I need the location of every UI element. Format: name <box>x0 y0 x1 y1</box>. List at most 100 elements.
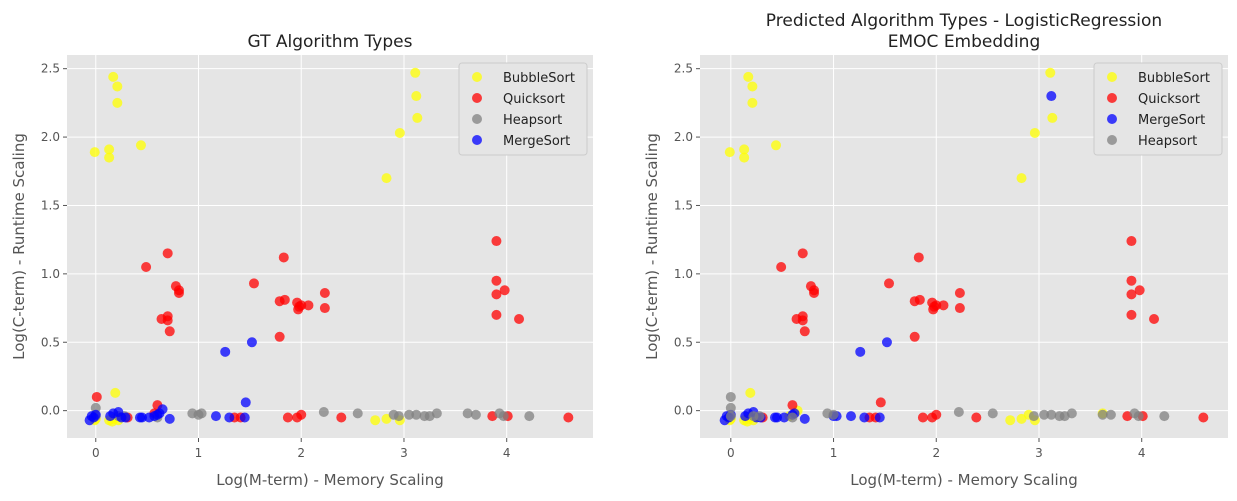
data-point <box>410 67 421 78</box>
chart-title: Predicted Algorithm Types - LogisticRegr… <box>766 11 1162 31</box>
data-point <box>318 407 329 418</box>
data-point <box>799 413 810 424</box>
data-point <box>1046 91 1057 102</box>
data-point <box>112 81 123 92</box>
data-point <box>725 391 736 402</box>
data-point <box>278 252 289 263</box>
data-point <box>725 411 736 422</box>
data-point <box>431 408 442 419</box>
y-tick-label: 2.0 <box>41 130 60 144</box>
data-point <box>381 173 392 184</box>
data-point <box>1097 409 1108 420</box>
data-point <box>196 408 207 419</box>
data-point <box>104 152 115 163</box>
data-point <box>799 326 810 337</box>
data-point <box>91 391 102 402</box>
data-point <box>112 97 123 108</box>
data-point <box>1047 112 1058 123</box>
data-point <box>394 127 405 138</box>
data-point <box>938 300 949 311</box>
data-point <box>914 294 925 305</box>
data-point <box>164 326 175 337</box>
data-point <box>296 300 307 311</box>
data-point <box>875 397 886 408</box>
data-point <box>135 140 146 151</box>
data-point <box>747 81 758 92</box>
series-quicksort <box>757 236 1209 423</box>
x-tick-label: 2 <box>932 446 940 460</box>
data-point <box>1045 67 1056 78</box>
data-point <box>779 412 790 423</box>
legend-marker <box>1107 135 1117 145</box>
y-tick-label: 0.5 <box>674 335 693 349</box>
legend-box <box>1093 62 1223 156</box>
x-tick-label: 1 <box>830 446 838 460</box>
data-point <box>157 404 168 415</box>
data-point <box>110 387 121 398</box>
data-point <box>909 331 920 342</box>
data-point <box>240 397 251 408</box>
data-point <box>855 346 866 357</box>
legend: BubbleSort Quicksort Heapsort MergeSort <box>458 62 588 156</box>
data-point <box>787 412 798 423</box>
data-point <box>162 315 173 326</box>
data-point <box>404 409 415 420</box>
data-point <box>173 288 184 299</box>
data-point <box>499 285 510 296</box>
series-heapsort <box>725 391 1170 423</box>
legend-label: Quicksort <box>1138 92 1200 107</box>
data-point <box>224 412 235 423</box>
data-point <box>90 409 101 420</box>
y-tick-label: 1.5 <box>41 198 60 212</box>
data-point <box>491 289 502 300</box>
data-point <box>884 278 895 289</box>
legend-marker <box>472 135 482 145</box>
data-point <box>1126 309 1137 320</box>
data-point <box>1126 236 1137 247</box>
series-mergesort <box>84 337 257 426</box>
data-point <box>563 412 574 423</box>
data-point <box>797 315 808 326</box>
legend-label: MergeSort <box>503 134 570 149</box>
data-point <box>771 140 782 151</box>
data-point <box>743 71 754 82</box>
y-tick-label: 1.5 <box>674 198 693 212</box>
legend-label: MergeSort <box>1138 113 1205 128</box>
data-point <box>874 412 885 423</box>
data-point <box>462 408 473 419</box>
legend-label: Heapsort <box>1138 134 1197 149</box>
data-point <box>1134 285 1145 296</box>
data-point <box>470 409 481 420</box>
data-point <box>1133 411 1144 422</box>
legend-marker <box>1107 114 1117 124</box>
data-point <box>971 412 982 423</box>
data-point <box>319 303 330 314</box>
data-point <box>1126 289 1137 300</box>
data-point <box>772 412 783 423</box>
data-point <box>296 409 307 420</box>
data-point <box>104 144 115 155</box>
data-point <box>282 412 293 423</box>
data-point <box>1046 409 1057 420</box>
chart-2: 0 1 2 3 4 0.0 0.5 1.0 1.5 2.0 2.5 Predicted Algorit… <box>643 11 1228 489</box>
chart-1: 0 1 2 3 4 0.0 0.5 1.0 1.5 2.0 2.5 GT Algorithm Type… <box>10 32 593 489</box>
data-point <box>370 415 381 426</box>
data-point <box>412 112 423 123</box>
data-point <box>931 300 942 311</box>
data-point <box>120 412 131 423</box>
data-point <box>859 412 870 423</box>
data-point <box>491 275 502 286</box>
data-point <box>1149 313 1160 324</box>
data-point <box>1016 173 1027 184</box>
data-point <box>954 288 965 299</box>
data-point <box>514 313 525 324</box>
data-point <box>1105 409 1116 420</box>
x-tick-label: 4 <box>503 446 511 460</box>
data-point <box>913 252 924 263</box>
data-point <box>239 412 250 423</box>
data-point <box>881 337 892 348</box>
data-point <box>846 411 857 422</box>
data-point <box>917 412 928 423</box>
legend-box <box>458 62 588 156</box>
